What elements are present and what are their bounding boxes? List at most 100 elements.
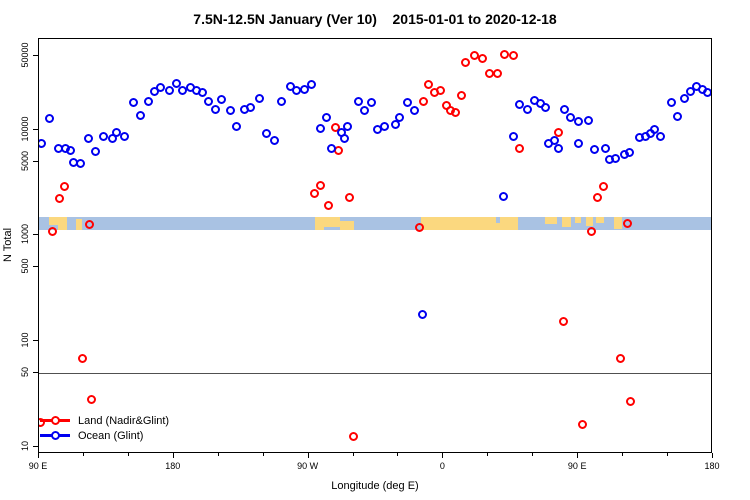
map-strip-land-segment bbox=[314, 216, 324, 230]
ocean-data-point bbox=[600, 143, 610, 153]
land-data-point bbox=[626, 396, 636, 406]
land-data-point bbox=[85, 220, 95, 230]
map-strip-land-segment bbox=[76, 219, 83, 230]
x-tick-minor bbox=[532, 453, 534, 456]
ocean-data-point bbox=[128, 98, 138, 108]
x-tick-label: 90 E bbox=[567, 461, 587, 471]
legend-marker-circle bbox=[50, 431, 60, 440]
map-strip-land-segment bbox=[545, 216, 558, 225]
x-tick-minor bbox=[352, 453, 354, 456]
plot-area bbox=[38, 38, 712, 453]
y-tick bbox=[33, 266, 38, 268]
y-tick-label: 500 bbox=[20, 259, 30, 274]
land-data-point bbox=[558, 316, 568, 326]
legend: Land (Nadir&Glint) Ocean (Glint) bbox=[40, 413, 169, 443]
ocean-data-point bbox=[164, 86, 174, 96]
y-tick bbox=[33, 54, 38, 56]
reference-line bbox=[39, 373, 711, 375]
x-tick-label: 180 bbox=[165, 461, 181, 471]
y-tick-label: 50000 bbox=[20, 42, 30, 67]
ocean-data-point bbox=[656, 132, 666, 142]
x-tick-minor bbox=[262, 453, 264, 456]
legend-label: Land (Nadir&Glint) bbox=[78, 414, 170, 427]
map-strip-land-segment bbox=[614, 216, 622, 229]
land-data-point bbox=[86, 395, 96, 405]
y-tick-label-text: 50000 bbox=[20, 42, 30, 68]
ocean-data-point bbox=[359, 106, 369, 116]
ocean-data-point bbox=[39, 139, 47, 149]
land-data-point bbox=[554, 128, 564, 138]
ocean-data-point bbox=[119, 132, 129, 142]
land-data-point bbox=[419, 97, 429, 107]
legend-label: Ocean (Glint) bbox=[78, 429, 144, 442]
x-axis-label: Longitude (deg E) bbox=[331, 480, 419, 492]
ocean-data-point bbox=[316, 124, 326, 134]
legend-land-marker bbox=[40, 416, 70, 425]
legend-row: Land (Nadir&Glint) bbox=[40, 413, 169, 428]
y-tick-label-text: 10 bbox=[20, 441, 30, 452]
ocean-data-point bbox=[573, 116, 583, 126]
legend-ocean-marker bbox=[40, 431, 70, 440]
x-tick-minor bbox=[487, 453, 489, 456]
y-tick-label: 10 bbox=[20, 441, 30, 451]
y-tick bbox=[33, 234, 38, 236]
map-strip-land-segment bbox=[561, 216, 571, 228]
y-tick bbox=[33, 372, 38, 374]
land-data-point bbox=[461, 58, 471, 68]
legend-marker-circle bbox=[50, 416, 60, 425]
ocean-data-point bbox=[211, 105, 221, 115]
map-strip-land-segment bbox=[500, 216, 519, 230]
y-tick-label-text: 500 bbox=[20, 258, 30, 274]
land-data-point bbox=[615, 354, 625, 364]
ocean-data-point bbox=[322, 113, 332, 123]
x-tick-minor bbox=[127, 453, 129, 456]
x-tick-label: 90 E bbox=[28, 461, 48, 471]
x-tick-label: 180 bbox=[704, 461, 720, 471]
y-tick-label-text: 100 bbox=[20, 332, 30, 348]
land-data-point bbox=[316, 180, 326, 190]
ocean-data-point bbox=[624, 147, 634, 157]
land-data-point bbox=[59, 182, 69, 192]
y-axis-label-text: N Total bbox=[2, 227, 14, 263]
y-tick-label-text: 10000 bbox=[20, 116, 30, 142]
land-data-point bbox=[47, 226, 57, 236]
land-data-point bbox=[623, 219, 633, 229]
ocean-data-point bbox=[326, 144, 336, 154]
ocean-data-point bbox=[402, 98, 412, 108]
y-tick-label: 10000 bbox=[20, 116, 30, 141]
land-data-point bbox=[349, 431, 359, 441]
ocean-data-point bbox=[353, 97, 363, 107]
x-tick-major bbox=[442, 453, 444, 458]
land-data-point bbox=[435, 86, 445, 96]
ocean-data-point bbox=[307, 80, 317, 90]
ocean-data-point bbox=[554, 143, 564, 153]
ocean-data-point bbox=[217, 95, 227, 105]
land-data-point bbox=[599, 182, 609, 192]
ocean-data-point bbox=[367, 98, 376, 108]
ocean-data-point bbox=[226, 106, 236, 116]
ocean-data-point bbox=[254, 94, 264, 104]
land-data-point bbox=[423, 80, 433, 90]
map-strip-land-segment bbox=[596, 216, 604, 224]
ocean-data-point bbox=[299, 85, 309, 95]
x-tick-minor bbox=[667, 453, 669, 456]
ocean-data-point bbox=[395, 113, 405, 123]
land-data-point bbox=[587, 226, 597, 236]
ocean-data-point bbox=[155, 83, 165, 93]
x-tick-major bbox=[577, 453, 579, 458]
land-data-point bbox=[593, 193, 603, 203]
ocean-data-point bbox=[672, 111, 682, 121]
land-data-point bbox=[456, 91, 466, 101]
y-tick bbox=[33, 160, 38, 162]
ocean-data-point bbox=[650, 125, 660, 135]
ocean-data-point bbox=[417, 309, 427, 319]
land-data-point bbox=[509, 51, 519, 61]
map-strip-ocean bbox=[39, 216, 711, 230]
land-data-point bbox=[77, 354, 87, 364]
land-data-point bbox=[323, 201, 333, 211]
land-data-point bbox=[310, 189, 320, 199]
x-tick-minor bbox=[622, 453, 624, 456]
ocean-data-point bbox=[203, 97, 213, 107]
y-axis-label: N Total bbox=[2, 228, 14, 262]
